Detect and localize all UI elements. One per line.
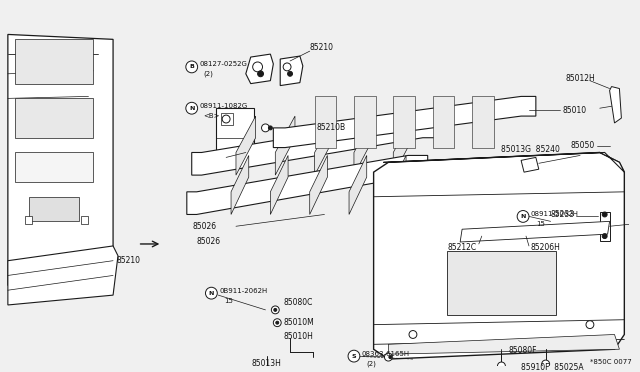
Circle shape [276,321,279,324]
Circle shape [205,287,218,299]
Text: N: N [209,291,214,296]
Polygon shape [246,54,273,84]
Text: 08911-1082G: 08911-1082G [200,103,248,109]
Text: (2): (2) [204,71,213,77]
Text: 85013H: 85013H [252,359,282,369]
Text: 08363-6165H: 08363-6165H [362,351,410,357]
Text: 85080F: 85080F [508,346,537,355]
Polygon shape [8,246,118,305]
Circle shape [262,124,269,132]
Polygon shape [236,116,255,175]
Polygon shape [192,116,442,175]
Bar [15,153,93,182]
Polygon shape [310,155,328,215]
Polygon shape [349,155,367,215]
Bar [24,217,33,224]
Polygon shape [315,116,334,175]
Bar [221,113,233,125]
Text: 08911-2062H: 08911-2062H [531,211,579,218]
Bar [15,98,93,138]
Circle shape [602,212,607,217]
Circle shape [186,61,198,73]
Text: 0B911-2062H: 0B911-2062H [220,288,268,294]
Circle shape [287,71,292,76]
Polygon shape [270,155,288,215]
Text: 08127-0252G: 08127-0252G [200,61,248,67]
Text: N: N [520,214,525,219]
Circle shape [186,102,198,114]
Text: N: N [189,106,195,111]
Polygon shape [231,155,249,215]
Text: 85010M: 85010M [283,318,314,327]
Bar [15,39,93,84]
Polygon shape [8,35,113,295]
Bar [315,96,336,148]
Polygon shape [460,221,609,242]
Text: 85910F  85025A: 85910F 85025A [521,363,584,372]
Circle shape [273,319,281,327]
Text: 85206H: 85206H [531,243,561,253]
Bar [394,96,415,148]
Text: 85010: 85010 [563,106,586,115]
Bar [81,217,88,224]
Text: 85080C: 85080C [283,298,312,308]
Text: 85050: 85050 [570,141,595,150]
Circle shape [389,356,392,359]
Text: 85026: 85026 [196,237,221,246]
Polygon shape [388,334,620,354]
Polygon shape [394,116,413,175]
Polygon shape [388,155,406,215]
Circle shape [268,126,273,130]
Polygon shape [280,56,303,86]
Circle shape [253,62,262,72]
Polygon shape [273,96,536,148]
Circle shape [222,115,230,123]
Text: 85212C: 85212C [447,243,477,253]
Circle shape [271,306,279,314]
Text: (2): (2) [367,361,376,367]
Circle shape [517,211,529,222]
Text: <B>: <B> [204,113,220,119]
Text: 85026: 85026 [193,222,217,231]
Text: 85210: 85210 [116,256,140,265]
Text: 85233: 85233 [550,210,575,219]
Text: S: S [351,354,356,359]
Circle shape [348,350,360,362]
Circle shape [586,321,594,328]
Text: 15: 15 [224,298,233,304]
Polygon shape [187,155,428,215]
Polygon shape [275,116,295,175]
Text: *850C 0077: *850C 0077 [590,359,632,365]
Bar [354,96,376,148]
Bar [447,251,556,315]
Circle shape [602,234,607,238]
Circle shape [274,308,276,311]
Circle shape [409,331,417,339]
Bar [433,96,454,148]
Text: 15: 15 [536,221,545,227]
Bar [600,212,609,241]
Circle shape [541,360,550,368]
Bar [472,96,493,148]
Circle shape [283,63,291,71]
Text: B: B [189,64,194,70]
Polygon shape [383,153,625,172]
Text: 85012H: 85012H [565,74,595,83]
Text: 85013G  85240: 85013G 85240 [501,145,560,154]
Circle shape [257,71,264,77]
Text: 85210: 85210 [310,43,333,52]
Text: 85210B: 85210B [317,124,346,132]
Bar [216,108,253,150]
Polygon shape [609,87,621,123]
Polygon shape [521,157,539,172]
Polygon shape [354,116,374,175]
Circle shape [385,353,392,361]
Circle shape [497,362,506,370]
Bar [29,197,79,221]
Text: 85010H: 85010H [283,332,313,341]
Polygon shape [374,153,625,359]
